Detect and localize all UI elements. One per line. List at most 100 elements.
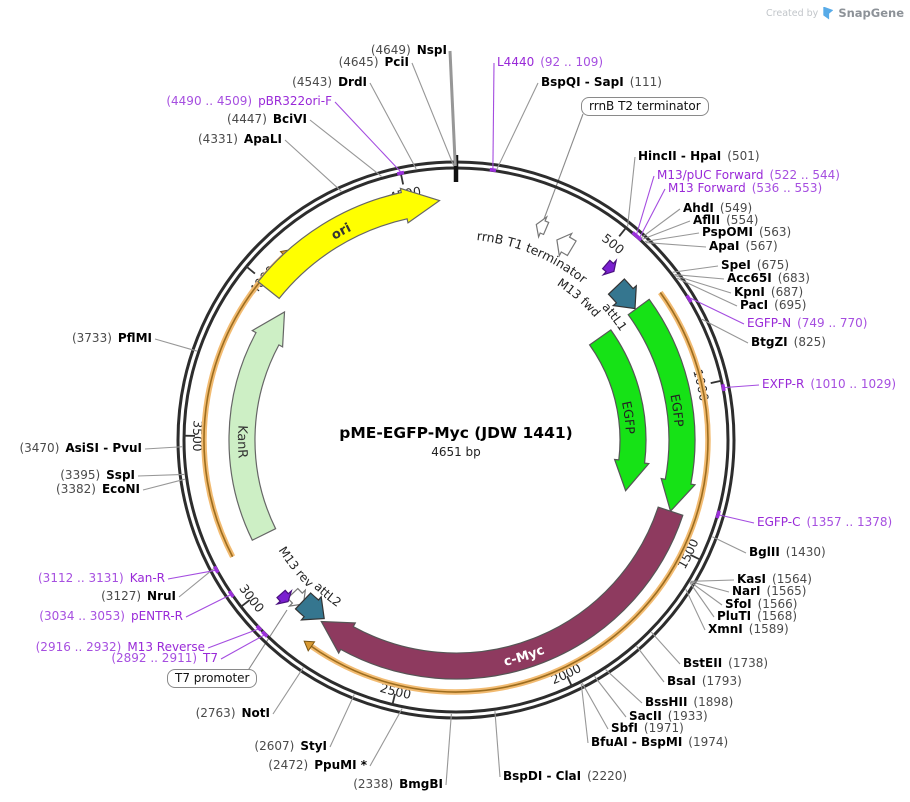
leader-2338-bmgbi: [445, 713, 452, 786]
feature-rrnb-t1-terminator-arrow[interactable]: [556, 232, 577, 258]
site-label-exfp-r-1010-1029[interactable]: EXFP-R (1010 .. 1029): [762, 377, 896, 392]
rrnb-t2-terminator-label[interactable]: rrnB T2 terminator: [581, 97, 709, 116]
site-label-part: NotI: [241, 706, 271, 720]
site-label-2763-noti[interactable]: (2763) NotI: [196, 706, 270, 721]
leader-sbfi-1971: [581, 682, 609, 730]
feature-attl1[interactable]: [607, 278, 637, 310]
site-label-part: BstEII: [683, 656, 723, 670]
orf-arc-core-1: [203, 255, 285, 558]
site-label-part: AflII: [693, 213, 721, 227]
site-label-bsai-1793[interactable]: BsaI (1793): [667, 674, 742, 689]
primer-mark-5: [715, 510, 721, 519]
site-label-3733-pflmi[interactable]: (3733) PflMI: [72, 331, 152, 346]
site-label-egfp-n-749-770[interactable]: EGFP-N (749 .. 770): [747, 316, 868, 331]
site-label-bsshii-1898[interactable]: BssHII (1898): [645, 695, 733, 710]
site-label-part: StyI: [300, 739, 327, 753]
site-label-3127-nrui[interactable]: (3127) NruI: [101, 589, 176, 604]
site-label-2607-styi[interactable]: (2607) StyI: [254, 739, 327, 754]
t7-promoter-label[interactable]: T7 promoter: [167, 669, 258, 688]
site-label-l4440-92-109[interactable]: L4440 (92 .. 109): [497, 55, 603, 70]
leader-l4440-92-109: [492, 62, 495, 169]
feature-c-myc[interactable]: [320, 506, 684, 680]
plasmid-title: pME-EGFP-Myc (JDW 1441): [339, 424, 573, 442]
site-label-btgzi-825[interactable]: BtgZI (825): [751, 335, 826, 350]
site-label-egfp-c-1357-1378[interactable]: EGFP-C (1357 .. 1378): [757, 515, 892, 530]
site-label-bspdi-clai-2220[interactable]: BspDI - ClaI (2220): [503, 769, 627, 784]
site-label-part: L4440: [497, 55, 535, 69]
site-label-apai-567[interactable]: ApaI (567): [709, 239, 778, 254]
site-label-3470-asisi-pvui[interactable]: (3470) AsiSI - PvuI: [19, 441, 142, 456]
feature-attl2[interactable]: [294, 592, 325, 621]
feature-m13-fwd-site[interactable]: [601, 258, 618, 277]
leader-3395-sspi: [137, 473, 185, 477]
tick-4000: [245, 265, 256, 275]
site-label-xmni-1589[interactable]: XmnI (1589): [708, 622, 789, 637]
site-label-pluti-1568[interactable]: PluTI (1568): [717, 609, 797, 624]
site-label-aflii-554[interactable]: AflII (554): [693, 213, 758, 228]
feature-label-kanr-1[interactable]: KanR: [234, 425, 250, 459]
site-label-4331-apali[interactable]: (4331) ApaLI: [198, 132, 282, 147]
site-label-paci-695[interactable]: PacI (695): [740, 298, 806, 313]
site-label-sacii-1933[interactable]: SacII (1933): [629, 709, 708, 724]
site-label-4447-bcivi[interactable]: (4447) BciVI: [227, 112, 307, 127]
site-label-2472-ppumi[interactable]: (2472) PpuMI *: [268, 758, 367, 773]
primer-mark-2: [635, 234, 643, 242]
site-label-bsteii-1738[interactable]: BstEII (1738): [683, 656, 768, 671]
site-label-part: pENTR-R: [130, 609, 183, 623]
site-label-2916-2932-m13-reverse[interactable]: (2916 .. 2932) M13 Reverse: [36, 640, 205, 655]
leader-2607-styi: [329, 694, 355, 748]
site-label-kpni-687[interactable]: KpnI (687): [734, 285, 803, 300]
site-label-4649-nspi[interactable]: (4649) NspI: [371, 43, 447, 58]
site-label-part: (2220): [587, 769, 628, 783]
leader-m13-forward-536-553: [639, 188, 666, 238]
site-label-part: SspI: [106, 468, 135, 482]
feature-label-egfp-2[interactable]: EGFP: [667, 393, 686, 428]
site-label-part: BtgZI: [751, 335, 788, 349]
feature-kanr[interactable]: [228, 310, 286, 542]
site-label-part: (1793): [701, 674, 742, 688]
feature-egfp-inner[interactable]: [588, 329, 650, 492]
site-label-ahdi-549[interactable]: AhdI (549): [683, 201, 752, 216]
site-label-nari-1565[interactable]: NarI (1565): [732, 584, 806, 599]
site-label-2338-bmgbi[interactable]: (2338) BmgBI: [353, 777, 443, 792]
leader-bspqi-sapi-111: [496, 82, 539, 170]
leader-2892-2911-t7: [220, 634, 265, 660]
leader-2472-ppumi: [369, 708, 403, 767]
site-label-part: (3034 .. 3053): [39, 609, 125, 623]
site-label-4490-4509-pbr322ori-f[interactable]: (4490 .. 4509) pBR322ori-F: [166, 94, 332, 109]
site-label-part: NruI: [147, 589, 176, 603]
site-label-part: (687): [770, 285, 804, 299]
site-label-4645-pcii[interactable]: (4645) PciI: [339, 55, 409, 70]
site-label-part: (1357 .. 1378): [806, 515, 893, 529]
site-label-3034-3053-pentr-r[interactable]: (3034 .. 3053) pENTR-R: [39, 609, 183, 624]
site-label-2892-2911-t7[interactable]: (2892 .. 2911) T7: [111, 651, 218, 666]
site-label-4543-drdi[interactable]: (4543) DrdI: [292, 75, 367, 90]
site-label-part: KpnI: [734, 285, 765, 299]
leader-3733-pflmi: [154, 338, 197, 352]
site-label-part: PflMI: [117, 331, 152, 345]
leader-hincii-hpai-501: [627, 156, 636, 227]
site-label-m13-puc-forward-522-544[interactable]: M13/pUC Forward (522 .. 544): [657, 168, 840, 183]
site-label-3382-econi[interactable]: (3382) EcoNI: [56, 482, 140, 497]
site-label-3112-3131-kan-r[interactable]: (3112 .. 3131) Kan-R: [38, 571, 165, 586]
feature-t7-promoter-arrow[interactable]: [286, 587, 307, 607]
site-label-bglii-1430[interactable]: BglII (1430): [749, 545, 826, 560]
site-label-sbfi-1971[interactable]: SbfI (1971): [611, 721, 684, 736]
t7-promoter-leader: [246, 609, 288, 673]
site-label-part: (3395): [60, 468, 101, 482]
primer-mark-7: [255, 624, 263, 632]
site-label-acc65i-683[interactable]: Acc65I (683): [727, 271, 810, 286]
site-label-bspqi-sapi-111[interactable]: BspQI - SapI (111): [541, 75, 662, 90]
feature-m13-rev-site[interactable]: [275, 588, 293, 606]
site-label-pspomi-563[interactable]: PspOMI (563): [702, 225, 791, 240]
leader-ahdi-549: [640, 208, 681, 239]
feature-rrnb-t2-terminator-arrow[interactable]: [535, 215, 550, 240]
feature-ori[interactable]: [257, 187, 441, 300]
site-label-3395-sspi[interactable]: (3395) SspI: [60, 468, 135, 483]
site-label-kasi-1564[interactable]: KasI (1564): [737, 572, 812, 587]
site-label-sfoi-1566[interactable]: SfoI (1566): [725, 597, 797, 612]
site-label-hincii-hpai-501[interactable]: HincII - HpaI (501): [638, 149, 760, 164]
site-label-spei-675[interactable]: SpeI (675): [721, 258, 789, 273]
site-label-bfuai-bspmi-1974[interactable]: BfuAI - BspMI (1974): [591, 735, 728, 750]
site-label-m13-forward-536-553[interactable]: M13 Forward (536 .. 553): [668, 181, 822, 196]
